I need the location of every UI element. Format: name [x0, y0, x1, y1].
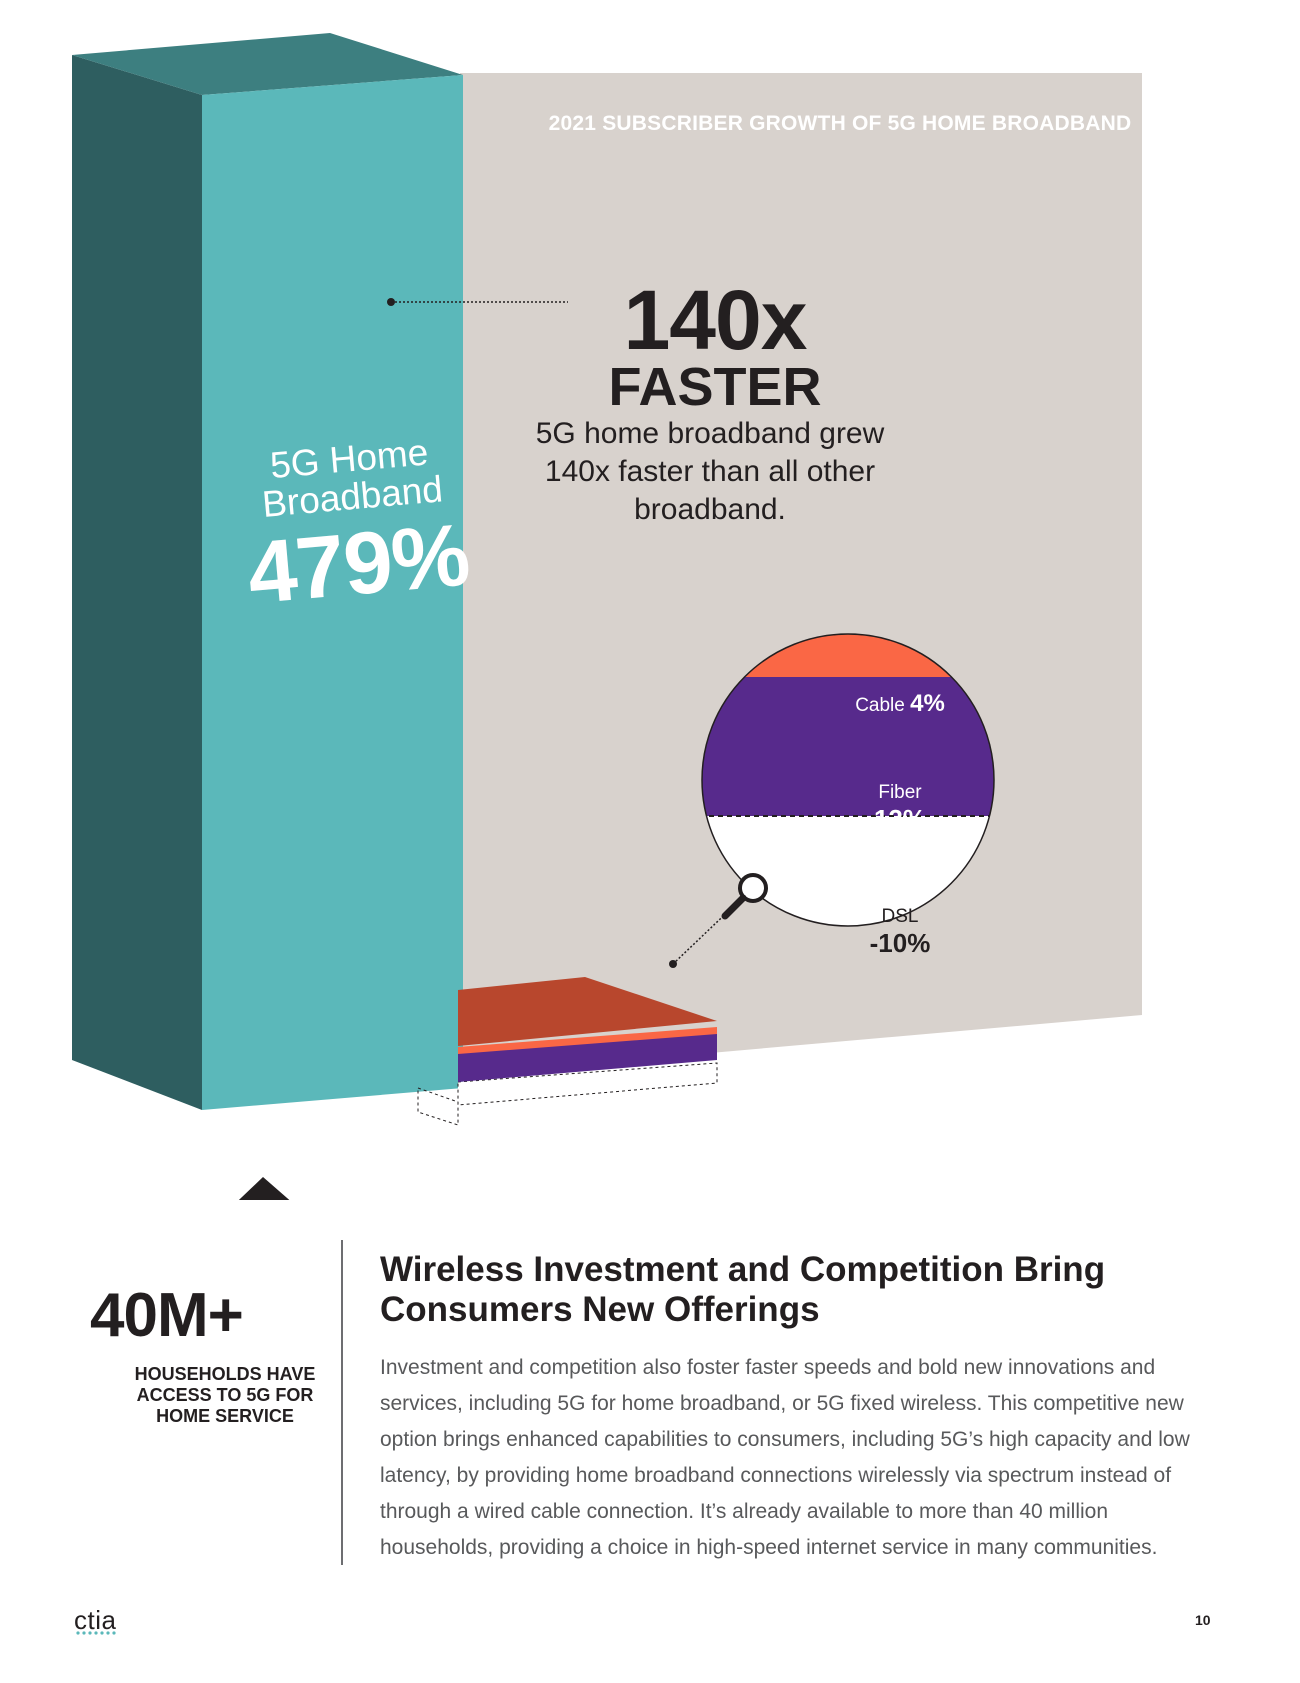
bar-fiber	[458, 1033, 717, 1082]
lens-fiber-label: Fiber 12%	[800, 782, 1000, 835]
bar-dsl-outline	[417, 1087, 459, 1126]
house-signal-icon	[238, 1177, 290, 1200]
vertical-divider	[341, 1240, 343, 1565]
cable-value: 4%	[910, 690, 945, 717]
pillar-side-face	[72, 55, 202, 1110]
bar-5g-home-broadband	[202, 75, 463, 1110]
headline-number: 140x	[623, 273, 808, 367]
section-body: Investment and competition also foster f…	[380, 1356, 1190, 1559]
section-title: Wireless Investment and Competition Brin…	[380, 1250, 1106, 1329]
bar-dsl	[457, 1062, 718, 1106]
dsl-name: DSL	[881, 906, 919, 927]
households-stat-value: 40M+	[90, 1281, 244, 1350]
lens-fiber-segment	[702, 677, 994, 816]
page-number: 10	[1195, 1612, 1211, 1628]
bar-cable-top	[458, 977, 717, 1046]
headline-stat: 140x FASTER	[560, 278, 870, 414]
lens-dsl-label: DSL -10%	[800, 906, 1000, 959]
lens-cable-label: Cable 4%	[800, 690, 1000, 718]
chart-title: 2021 SUBSCRIBER GROWTH OF 5G HOME BROADB…	[548, 112, 1132, 135]
headline-word: FASTER	[608, 357, 822, 417]
pillar-label: 5G Home Broadband 479%	[218, 429, 492, 623]
magnifying-glass-icon	[721, 873, 768, 920]
magnifier-leader-line	[672, 901, 739, 965]
pillar-top-face	[72, 33, 463, 95]
households-stat-caption: HOUSEHOLDS HAVE ACCESS TO 5G FOR HOME SE…	[134, 1364, 316, 1426]
ctia-logo: ctia	[74, 1605, 117, 1635]
magnifier-leader-dot	[669, 960, 677, 968]
cable-name: Cable	[855, 695, 905, 716]
fiber-name: Fiber	[878, 782, 922, 803]
bar-cable	[458, 1027, 717, 1054]
ctia-logo-dots	[76, 1631, 116, 1635]
fiber-value: 12%	[873, 804, 927, 834]
lens-rim	[701, 633, 995, 927]
headline-description: 5G home broadband grew 140x faster than …	[535, 417, 885, 526]
chart-graphic	[72, 33, 1142, 1200]
dsl-value: -10%	[869, 928, 931, 958]
